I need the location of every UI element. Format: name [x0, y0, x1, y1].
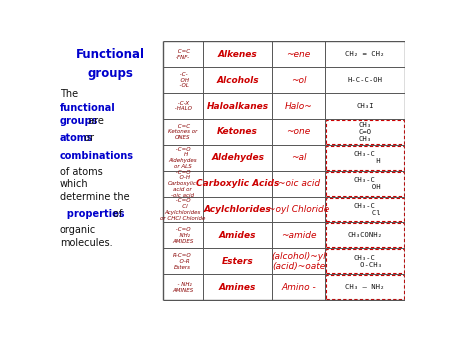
Bar [326, 120, 404, 144]
Text: atoms: atoms [60, 133, 93, 143]
Text: ~ene: ~ene [287, 50, 311, 59]
Text: -C-X
 -HALO: -C-X -HALO [173, 101, 192, 112]
Text: Alcohols: Alcohols [216, 76, 259, 84]
Text: ~one: ~one [287, 127, 311, 137]
Text: CH₃I: CH₃I [356, 103, 373, 109]
Text: Carboxylic Acids: Carboxylic Acids [196, 179, 279, 188]
Bar [326, 275, 404, 299]
Text: Alkenes: Alkenes [218, 50, 257, 59]
Text: Halo~: Halo~ [285, 101, 312, 111]
Text: -C=O
   Cl
Acylchlorides
or CHCl Chloride: -C=O Cl Acylchlorides or CHCl Chloride [160, 198, 205, 221]
Text: of: of [110, 209, 122, 219]
Text: ~amide: ~amide [281, 231, 316, 240]
Text: -C-
  OH
  -OL: -C- OH -OL [176, 72, 189, 89]
Bar [326, 198, 404, 221]
Bar [326, 146, 404, 170]
Text: CH₃ – NH₂: CH₃ – NH₂ [345, 284, 385, 290]
Text: (alcohol)~yl
(acid)~oate: (alcohol)~yl (acid)~oate [271, 251, 326, 271]
Text: or: or [81, 133, 94, 143]
Bar [326, 172, 404, 195]
Text: CH₃-C
   O-CH₃: CH₃-C O-CH₃ [347, 255, 382, 268]
Text: CH₃-C
      H: CH₃-C H [350, 151, 380, 164]
Text: Acylchlorides: Acylchlorides [204, 205, 271, 214]
Text: determine the: determine the [60, 192, 129, 201]
Text: CH₂ = CH₂: CH₂ = CH₂ [345, 51, 385, 57]
Text: properties: properties [60, 209, 124, 219]
Text: CH₃-C
     Cl: CH₃-C Cl [350, 203, 380, 216]
Text: of atoms: of atoms [60, 167, 103, 177]
Text: C=C
Ketones or
ONES: C=C Ketones or ONES [168, 124, 198, 140]
Text: H-C-C-OH: H-C-C-OH [347, 77, 382, 83]
Text: ~oic acid: ~oic acid [278, 179, 319, 188]
Bar [326, 249, 404, 273]
Text: functional: functional [60, 103, 116, 113]
Text: ~ol: ~ol [291, 76, 306, 84]
Text: Ketones: Ketones [217, 127, 258, 137]
Text: molecules.: molecules. [60, 238, 112, 248]
Text: groups: groups [60, 116, 98, 126]
Text: The: The [60, 89, 78, 99]
Text: Aldehydes: Aldehydes [211, 153, 264, 162]
Text: ~al: ~al [291, 153, 306, 162]
Text: CH₃CONH₂: CH₃CONH₂ [347, 232, 382, 238]
Text: groups: groups [87, 67, 133, 79]
Text: which: which [60, 179, 88, 189]
Text: C=C
-FNF-: C=C -FNF- [176, 49, 190, 60]
Text: ~oyl Chloride: ~oyl Chloride [268, 205, 329, 214]
Text: -C=O
    H
Aldehydes
or ALS: -C=O H Aldehydes or ALS [168, 147, 197, 169]
Text: - NH₂
AMINES: - NH₂ AMINES [172, 282, 194, 292]
Bar [326, 223, 404, 247]
Text: Amides: Amides [219, 231, 256, 240]
Text: Esters: Esters [222, 257, 253, 266]
Text: -C=O
  NH₂
AMIDES: -C=O NH₂ AMIDES [172, 227, 194, 244]
Text: CH₃
C=O
CH₃: CH₃ C=O CH₃ [358, 122, 371, 142]
Text: -C=O
  O-H
Carboxylic
acid or
-oic acid: -C=O O-H Carboxylic acid or -oic acid [168, 170, 197, 198]
Text: combinations: combinations [60, 151, 134, 161]
Text: organic: organic [60, 225, 96, 235]
Text: are: are [85, 116, 104, 126]
Text: Functional: Functional [76, 48, 145, 62]
Text: CH₃-C
     OH: CH₃-C OH [350, 177, 380, 190]
Text: R-C=O
  O-R
Esters: R-C=O O-R Esters [173, 253, 192, 269]
Text: Amines: Amines [219, 283, 256, 292]
Text: Amino -: Amino - [281, 283, 316, 292]
Text: Haloalkanes: Haloalkanes [207, 101, 269, 111]
